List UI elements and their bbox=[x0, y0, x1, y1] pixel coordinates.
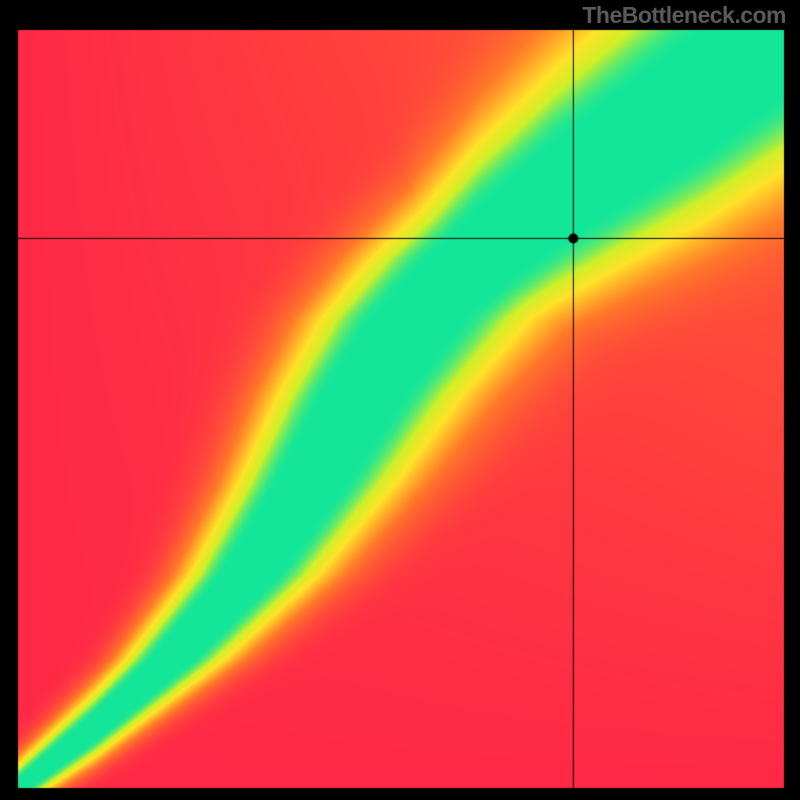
chart-container: TheBottleneck.com bbox=[0, 0, 800, 800]
watermark-text: TheBottleneck.com bbox=[582, 2, 786, 29]
bottleneck-heatmap bbox=[0, 0, 800, 800]
